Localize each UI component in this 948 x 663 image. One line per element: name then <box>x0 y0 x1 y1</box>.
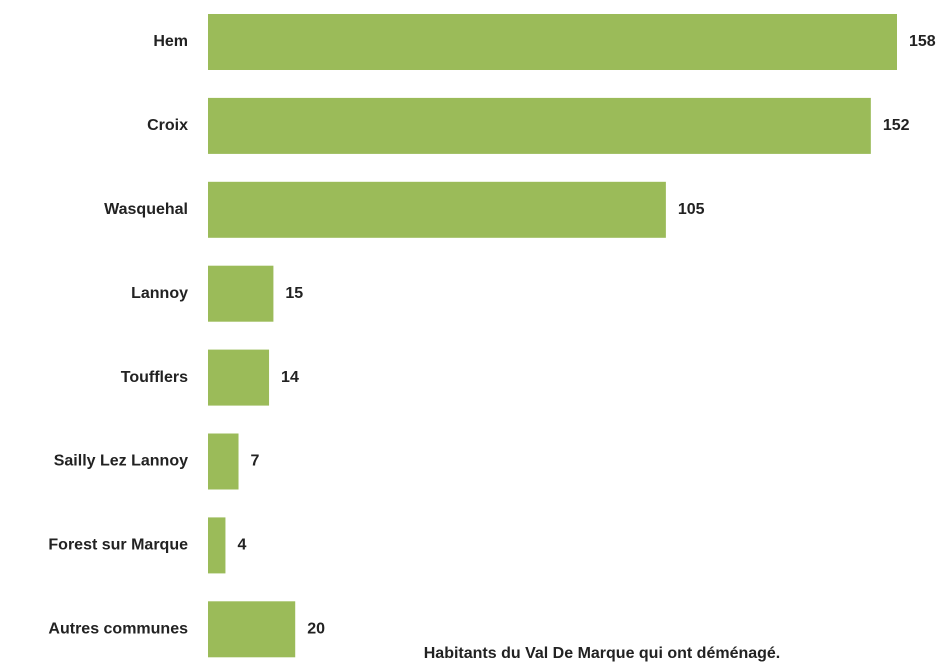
chart-title: Habitants du Val De Marque qui ont démén… <box>424 645 781 662</box>
bar <box>208 265 274 322</box>
value-label: 4 <box>237 537 246 554</box>
category-label: Forest sur Marque <box>48 537 188 554</box>
category-label: Lannoy <box>131 285 188 302</box>
bar <box>208 14 897 70</box>
bar <box>208 517 226 574</box>
bar <box>208 349 270 406</box>
category-label: Autres communes <box>48 621 188 638</box>
value-label: 105 <box>678 201 705 218</box>
value-label: 20 <box>307 621 325 638</box>
value-label: 7 <box>251 453 260 470</box>
value-label: 14 <box>281 369 299 386</box>
bar <box>208 433 239 490</box>
bar <box>208 97 871 154</box>
category-label: Wasquehal <box>104 201 188 218</box>
category-label: Sailly Lez Lannoy <box>54 453 188 470</box>
value-label: 158 <box>909 33 936 50</box>
value-label: 15 <box>285 285 303 302</box>
category-label: Hem <box>153 33 188 50</box>
bar <box>208 181 666 238</box>
category-label: Toufflers <box>121 369 188 386</box>
bar <box>208 601 296 658</box>
category-label: Croix <box>147 117 188 134</box>
value-label: 152 <box>883 117 910 134</box>
